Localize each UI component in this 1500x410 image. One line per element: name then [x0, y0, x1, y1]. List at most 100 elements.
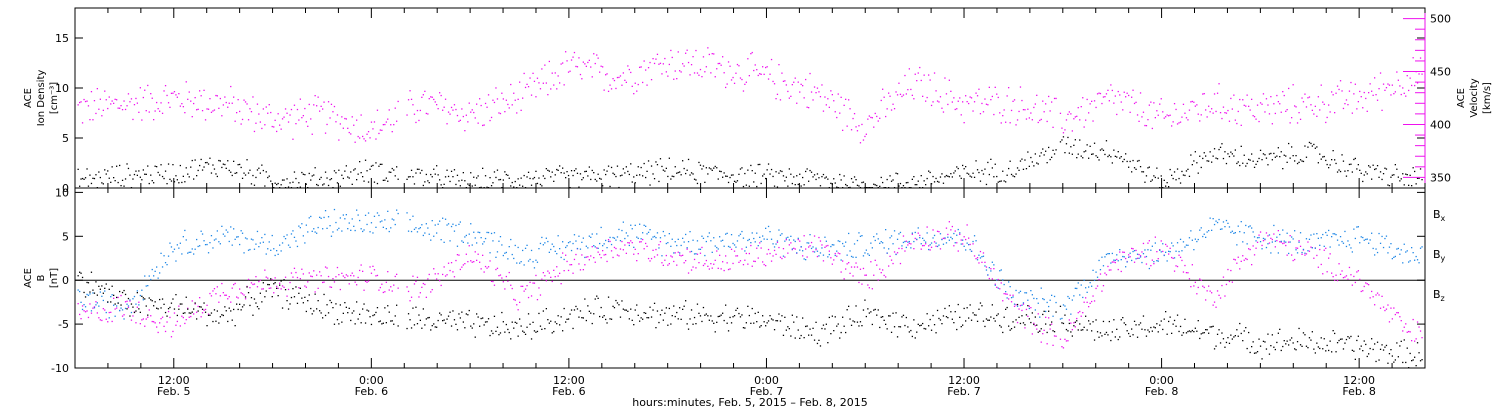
- data-point: [1274, 246, 1276, 248]
- data-point: [969, 175, 971, 177]
- data-point: [1169, 168, 1171, 171]
- data-point: [793, 321, 795, 323]
- data-point: [1104, 96, 1106, 98]
- data-point: [191, 116, 193, 118]
- data-point: [1399, 316, 1401, 318]
- data-point: [135, 303, 137, 305]
- data-point: [655, 237, 657, 239]
- data-point: [603, 89, 605, 91]
- data-point: [1173, 103, 1176, 105]
- data-point: [951, 176, 953, 178]
- data-point: [679, 252, 681, 254]
- data-point: [693, 258, 696, 261]
- data-point: [159, 298, 161, 301]
- data-point: [1040, 328, 1042, 330]
- data-point: [908, 331, 910, 333]
- data-point: [950, 311, 952, 313]
- data-point: [450, 325, 453, 327]
- data-point: [705, 313, 707, 315]
- data-point: [559, 272, 561, 274]
- data-point: [662, 264, 664, 266]
- data-point: [1277, 230, 1279, 232]
- data-point: [1150, 101, 1152, 103]
- data-point: [1402, 330, 1404, 332]
- data-point: [1171, 242, 1173, 244]
- data-point: [683, 262, 685, 264]
- data-point: [305, 121, 307, 123]
- data-point: [80, 318, 82, 320]
- data-point: [637, 83, 639, 86]
- y-tick-label: 400: [1430, 118, 1451, 131]
- data-point: [178, 308, 180, 310]
- data-point: [237, 236, 239, 238]
- data-point: [1258, 338, 1260, 340]
- data-point: [1120, 270, 1122, 273]
- data-point: [487, 266, 490, 268]
- data-point: [1261, 103, 1263, 105]
- data-point: [133, 173, 136, 176]
- data-point: [1369, 347, 1371, 350]
- data-point: [985, 103, 988, 105]
- data-point: [782, 255, 785, 257]
- data-point: [289, 114, 291, 116]
- data-point: [1188, 109, 1191, 111]
- data-point: [1128, 166, 1130, 168]
- y-tick-label: 15: [55, 32, 69, 45]
- data-point: [1350, 274, 1352, 276]
- data-point: [1064, 338, 1066, 340]
- data-point: [153, 119, 155, 121]
- series-points-y: [77, 208, 1423, 320]
- data-point: [316, 232, 318, 234]
- data-point: [484, 265, 487, 268]
- data-point: [124, 178, 127, 180]
- data-point: [1294, 105, 1296, 107]
- data-point: [539, 294, 542, 296]
- data-point: [253, 283, 256, 285]
- data-point: [1280, 349, 1282, 352]
- data-point: [1301, 160, 1303, 162]
- data-point: [1133, 250, 1136, 252]
- data-point: [1034, 103, 1036, 105]
- data-point: [111, 294, 113, 296]
- data-point: [565, 246, 567, 249]
- data-point: [502, 321, 504, 323]
- data-point: [422, 184, 424, 187]
- data-point: [305, 286, 307, 288]
- data-point: [1113, 261, 1115, 263]
- data-point: [298, 292, 300, 294]
- data-point: [510, 284, 512, 286]
- data-point: [883, 96, 885, 98]
- data-point: [1191, 164, 1193, 166]
- data-point: [1279, 156, 1281, 158]
- data-point: [1329, 246, 1331, 248]
- data-point: [376, 212, 379, 214]
- data-point: [1366, 283, 1368, 285]
- data-point: [1258, 157, 1260, 160]
- data-point: [538, 287, 540, 289]
- velocity-axis-title-1: ACE: [1456, 88, 1467, 108]
- data-point: [963, 245, 965, 247]
- data-point: [239, 163, 241, 166]
- data-point: [433, 235, 435, 237]
- data-point: [1179, 238, 1182, 240]
- data-point: [375, 138, 377, 140]
- data-point: [1059, 112, 1062, 114]
- data-point: [1237, 225, 1239, 227]
- data-point: [277, 253, 279, 255]
- data-point: [1239, 164, 1241, 167]
- data-point: [756, 185, 758, 188]
- data-point: [922, 237, 924, 239]
- data-point: [1200, 333, 1202, 335]
- data-point: [1052, 330, 1054, 332]
- data-point: [612, 256, 614, 259]
- data-point: [751, 232, 753, 234]
- data-point: [1179, 182, 1182, 184]
- data-point: [268, 241, 270, 243]
- data-point: [1256, 351, 1259, 353]
- data-point: [1418, 352, 1420, 354]
- data-point: [634, 309, 636, 311]
- data-point: [366, 170, 368, 172]
- data-point: [489, 119, 491, 122]
- data-point: [191, 248, 193, 250]
- data-point: [599, 177, 601, 180]
